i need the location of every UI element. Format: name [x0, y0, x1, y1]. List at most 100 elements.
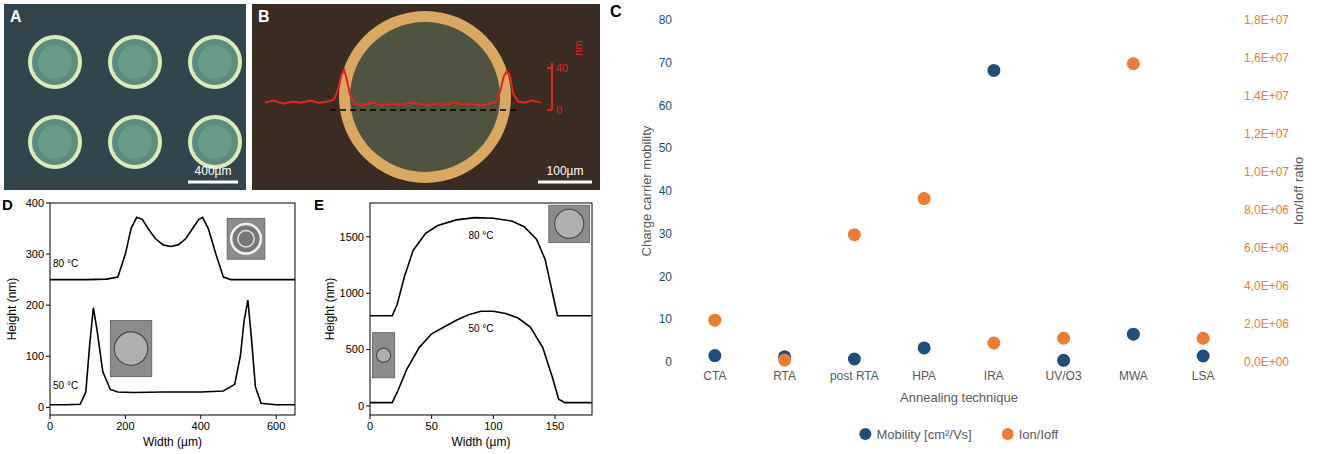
- scale-bar-label: 100µm: [547, 164, 584, 178]
- y-tick-label: 400: [26, 197, 44, 209]
- x-tick-label: 0: [47, 420, 53, 432]
- image-background: [4, 4, 246, 190]
- y-tick-label: 0: [665, 355, 672, 369]
- plot-frame: [50, 203, 295, 415]
- plot-area: [50, 217, 295, 404]
- profile-line: [265, 70, 541, 106]
- series-label: 50 °C: [468, 323, 493, 334]
- y-tick: [366, 293, 370, 294]
- y2-tick-label: 4,0E+06: [1244, 279, 1289, 293]
- marker: [1127, 328, 1140, 341]
- x-tick: [431, 415, 432, 419]
- marker: [1197, 350, 1210, 363]
- y-axis-title: Charge carrier mobility: [639, 125, 654, 256]
- y-tick-label: 0: [38, 401, 44, 413]
- profile-tick: [547, 109, 552, 111]
- marker: [1127, 57, 1140, 70]
- y-tick: [366, 236, 370, 237]
- panel-letter: E: [314, 196, 324, 213]
- inset-image: [227, 218, 265, 259]
- profile-axis: [551, 63, 553, 110]
- y-tick-label: 300: [26, 248, 44, 260]
- y-tick-label: 1000: [340, 287, 364, 299]
- y2-tick-label: 1,2E+07: [1244, 127, 1289, 141]
- x-tick-label: 600: [267, 420, 285, 432]
- marker: [987, 337, 1000, 350]
- droplet: [30, 117, 80, 167]
- curve: [50, 300, 295, 405]
- x-tick-label: 0: [367, 420, 373, 432]
- y2-axis-title: Ion/Ioff ratio: [1291, 157, 1306, 225]
- x-tick-label: LSA: [1192, 369, 1215, 383]
- legend-label: Ion/Ioff: [1019, 427, 1059, 442]
- curve: [370, 311, 592, 402]
- droplet-center: [118, 45, 152, 79]
- y2-tick-label: 0,0E+00: [1244, 355, 1289, 369]
- series-label: 50 °C: [53, 380, 78, 391]
- panel-d: 02004006000100200300400Width (µm)Height …: [2, 196, 295, 449]
- marker: [848, 228, 861, 241]
- profile-tick-label: 40: [556, 62, 568, 74]
- panel-c: 010203040506070800,0E+002,0E+064,0E+066,…: [610, 3, 1306, 442]
- y-tick-label: 100: [26, 350, 44, 362]
- x-tick: [370, 415, 371, 419]
- scale-bar: [188, 181, 238, 184]
- marker: [708, 349, 721, 362]
- droplet-center: [38, 45, 72, 79]
- x-tick-label: 150: [546, 420, 564, 432]
- inset-droplet: [231, 224, 261, 254]
- x-tick-label: CTA: [703, 369, 726, 383]
- droplet-center: [350, 22, 500, 172]
- droplet: [30, 37, 80, 87]
- y-tick-label: 70: [659, 56, 673, 70]
- y-tick-label: 30: [659, 227, 673, 241]
- marker: [1057, 332, 1070, 345]
- marker: [987, 64, 1000, 77]
- y2-tick-label: 8,0E+06: [1244, 203, 1289, 217]
- y2-tick-label: 1,0E+07: [1244, 165, 1289, 179]
- panel-b: 040nmB100µm: [252, 4, 600, 190]
- inset-droplet: [114, 332, 147, 365]
- y-tick: [46, 254, 50, 255]
- series-label: 80 °C: [53, 258, 78, 269]
- y-tick: [366, 405, 370, 406]
- y-axis-title: Height (nm): [323, 278, 337, 341]
- x-axis-title: Width (µm): [452, 435, 511, 449]
- x-tick: [200, 415, 201, 419]
- baseline: [330, 109, 520, 111]
- x-tick-label: 200: [116, 420, 134, 432]
- marker: [1197, 332, 1210, 345]
- profile-tick-label: 0: [556, 104, 562, 116]
- legend-marker: [1002, 428, 1014, 440]
- image-b: [252, 4, 600, 190]
- x-tick-label: HPA: [912, 369, 936, 383]
- marker: [708, 314, 721, 327]
- panel-letter: B: [258, 8, 270, 25]
- droplet-center: [38, 125, 72, 159]
- y-tick-label: 80: [659, 13, 673, 27]
- plot-frame: [370, 203, 592, 415]
- inset-droplet: [376, 348, 390, 362]
- marker: [778, 354, 791, 367]
- y-tick: [46, 407, 50, 408]
- inset-droplet: [555, 209, 584, 238]
- y-tick: [46, 356, 50, 357]
- y-tick-label: 20: [659, 270, 673, 284]
- inset-image: [110, 320, 151, 376]
- droplet: [110, 117, 160, 167]
- panel-letter: C: [610, 3, 622, 20]
- panel-letter: D: [2, 196, 13, 213]
- y-axis-title: Height (nm): [5, 278, 19, 341]
- inset-image: [549, 205, 590, 242]
- x-tick-label: 100: [484, 420, 502, 432]
- legend-marker: [859, 428, 871, 440]
- x-tick: [50, 415, 51, 419]
- panel-a: A400µm: [4, 4, 246, 190]
- y-tick-label: 10: [659, 312, 673, 326]
- x-tick: [125, 415, 126, 419]
- scale-bar-label: 400µm: [195, 164, 232, 178]
- series-label: 80 °C: [468, 230, 493, 241]
- x-tick-label: UV/O3: [1046, 369, 1082, 383]
- curve: [50, 217, 295, 279]
- x-tick: [276, 415, 277, 419]
